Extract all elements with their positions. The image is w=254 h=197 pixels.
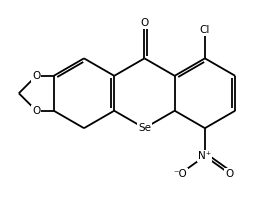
- Text: Se: Se: [138, 123, 151, 133]
- Text: Cl: Cl: [200, 25, 210, 35]
- Text: N⁺: N⁺: [198, 151, 212, 161]
- Text: O: O: [32, 71, 40, 81]
- Text: O: O: [32, 106, 40, 116]
- Text: O: O: [140, 19, 149, 28]
- Text: O: O: [225, 169, 233, 178]
- Text: ⁻O: ⁻O: [174, 169, 187, 178]
